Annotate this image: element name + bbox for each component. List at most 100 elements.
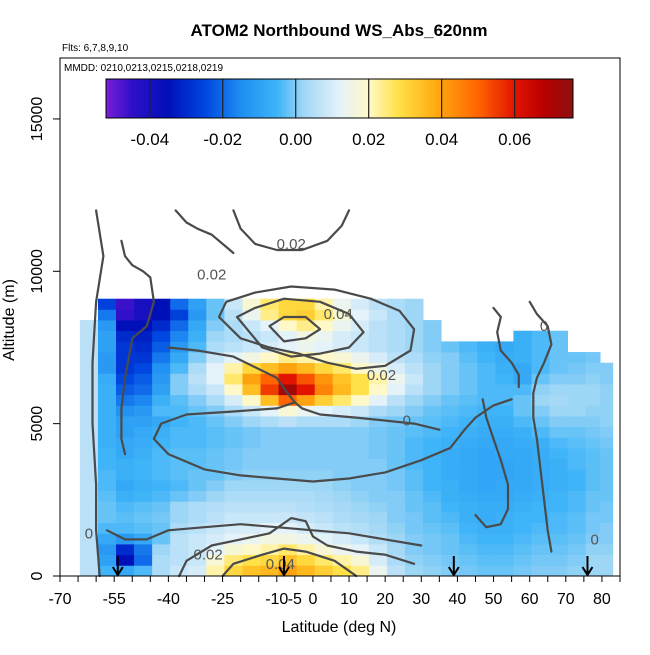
colorbar-segment (561, 79, 565, 118)
heatmap-cell (350, 448, 370, 460)
heatmap-cell (600, 544, 614, 556)
heatmap-cell (278, 320, 298, 332)
contour-line (174, 209, 235, 255)
heatmap-cell (170, 469, 189, 481)
heatmap-cell (459, 512, 478, 524)
heatmap-cell (170, 352, 189, 364)
heatmap-cell (495, 384, 514, 396)
colorbar-segment (397, 79, 402, 118)
heatmap-cell (314, 501, 334, 513)
heatmap-cell (368, 490, 388, 502)
colorbar-segment (351, 79, 355, 118)
heatmap-cell (368, 458, 388, 470)
colorbar-segment (354, 79, 358, 118)
heatmap-cell (567, 416, 587, 428)
colorbar-segment (176, 79, 180, 118)
colorbar-segment (263, 79, 268, 118)
colorbar-segment (251, 79, 256, 118)
heatmap-cell (513, 416, 532, 428)
heatmap-cell (260, 416, 279, 428)
colorbar-frame (105, 78, 574, 119)
heatmap-cell (206, 298, 225, 310)
colorbar-segment (211, 79, 215, 118)
heatmap-cell (459, 501, 478, 513)
heatmap-cell (170, 437, 189, 449)
colorbar-segment (406, 79, 411, 118)
heatmap-cell (296, 512, 316, 524)
heatmap-cell (531, 544, 550, 556)
heatmap-cell (459, 362, 478, 374)
heatmap-cell (314, 405, 334, 417)
heatmap-cell (116, 437, 135, 449)
heatmap-cell (441, 469, 460, 481)
colorbar-segment (526, 79, 530, 118)
heatmap-cell (188, 533, 207, 545)
heatmap-cell (152, 501, 171, 513)
heatmap-cell (405, 554, 424, 566)
heatmap-cell (278, 469, 298, 481)
heatmap-cell (116, 501, 135, 513)
heatmap-cell (224, 458, 243, 470)
heatmap-cell (549, 416, 569, 428)
heatmap-cell (459, 352, 478, 364)
colorbar-segment (362, 79, 367, 118)
colorbar-segment (441, 79, 446, 118)
heatmap-cell (97, 416, 117, 428)
heatmap-cell (97, 501, 117, 513)
colorbar-segment (324, 79, 329, 118)
heatmap-cell (170, 394, 189, 406)
heatmap-cell (459, 426, 478, 438)
heatmap-cell (441, 458, 460, 470)
heatmap-cell (278, 394, 298, 406)
heatmap-cell (332, 458, 352, 470)
heatmap-cell (188, 544, 207, 556)
heatmap-cell (79, 490, 99, 502)
flight-marker-arrowhead (447, 566, 460, 577)
heatmap-cell (278, 501, 298, 513)
heatmap-cell (260, 512, 279, 524)
heatmap-cell (242, 437, 261, 449)
heatmap-cell (79, 405, 99, 417)
heatmap-cell (152, 394, 171, 406)
heatmap-cell (152, 522, 171, 534)
heatmap-cell (278, 533, 298, 545)
heatmap-cell (134, 480, 153, 492)
heatmap-cell (134, 458, 153, 470)
heatmap-cell (296, 490, 316, 502)
colorbar-segment (543, 79, 548, 118)
heatmap-cell (600, 416, 614, 428)
heatmap-cell (79, 533, 99, 545)
heatmap-cell (224, 522, 243, 534)
heatmap-cell (477, 458, 496, 470)
heatmap-cell (314, 565, 334, 577)
chart-title: ATOM2 Northbound WS_Abs_620nm (191, 21, 488, 40)
heatmap-cell (242, 352, 261, 364)
heatmap-cell (206, 554, 225, 566)
heatmap-cell (97, 298, 117, 310)
x-tick-label: 80 (593, 591, 611, 608)
heatmap-cell (441, 416, 460, 428)
heatmap-cell (567, 352, 587, 364)
heatmap-cell (332, 490, 352, 502)
heatmap-cell (134, 416, 153, 428)
heatmap-cell (549, 565, 569, 577)
heatmap-cell (224, 298, 243, 310)
colorbar: -0.04 -0.02 0.00 0.02 0.04 0.06 (105, 78, 574, 149)
heatmap-cell (495, 373, 514, 385)
heatmap-cell (296, 544, 316, 556)
heatmap-cell (116, 341, 135, 353)
colorbar-tick-label: 0.00 (279, 130, 312, 149)
heatmap-cell (350, 298, 370, 310)
heatmap-cell (296, 448, 316, 460)
heatmap-cell (296, 362, 316, 374)
x-tick-label: -70 (48, 591, 71, 608)
colorbar-segment (286, 79, 291, 118)
heatmap-cell (224, 490, 243, 502)
heatmap-cell (206, 320, 225, 332)
heatmap-cell (405, 352, 424, 364)
heatmap-cell (495, 480, 514, 492)
contour-line (232, 209, 351, 252)
heatmap-cell (549, 522, 569, 534)
colorbar-segment (491, 79, 495, 118)
heatmap-cell (495, 394, 514, 406)
